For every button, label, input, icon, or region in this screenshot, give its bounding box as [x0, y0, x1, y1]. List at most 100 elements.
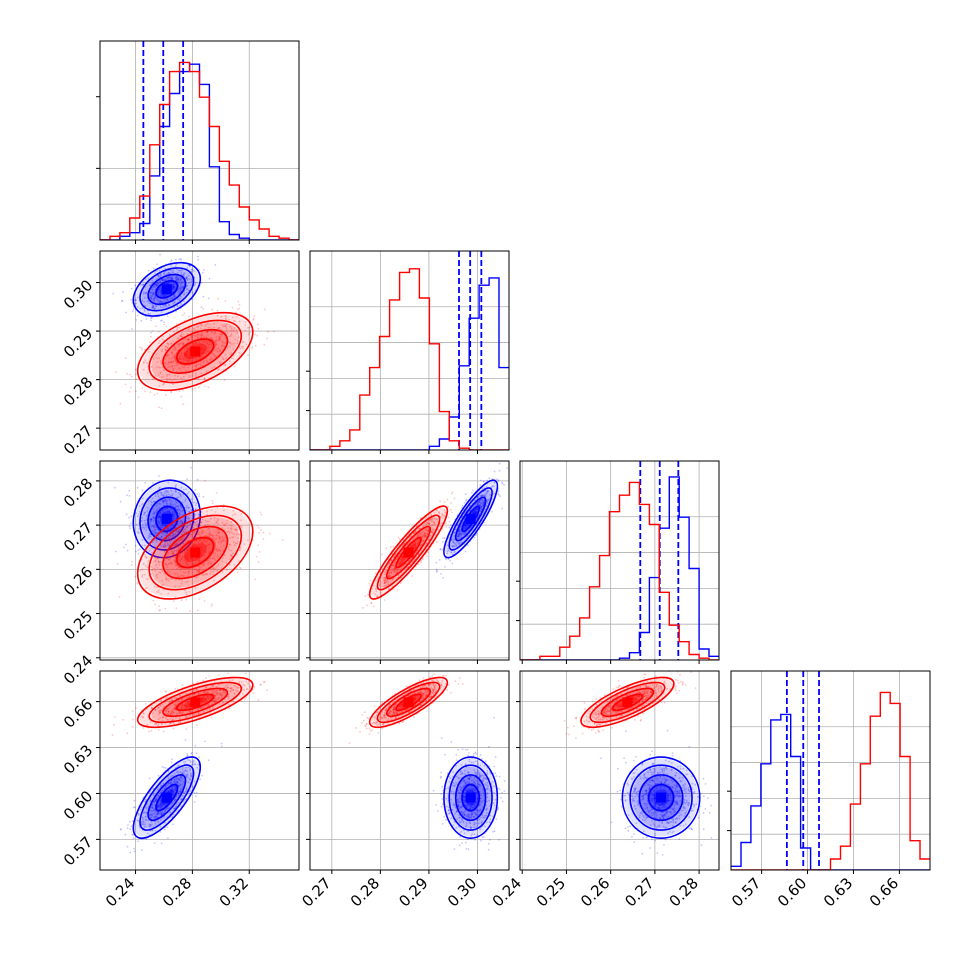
scatter-point [125, 513, 128, 516]
scatter-point [219, 536, 222, 539]
scatter-point [203, 554, 206, 557]
scatter-point [160, 376, 163, 379]
scatter-point [194, 587, 197, 590]
scatter-point [479, 495, 482, 497]
scatter-point [477, 501, 479, 504]
scatter-point [188, 339, 191, 341]
scatter-point [158, 530, 161, 532]
scatter-point [477, 501, 480, 504]
scatter-point [208, 543, 211, 546]
scatter-point [196, 557, 199, 560]
scatter-point [164, 488, 167, 491]
scatter-point [181, 538, 184, 540]
scatter-point [186, 359, 189, 362]
scatter-point [154, 272, 156, 274]
density-peak [465, 513, 476, 524]
scatter-point [172, 355, 175, 358]
scatter-point [161, 524, 164, 526]
scatter-point [228, 532, 231, 534]
scatter-point [435, 570, 438, 573]
scatter-point [184, 546, 187, 549]
scatter-point [185, 288, 188, 291]
scatter-point [152, 531, 155, 533]
scatter-point [162, 533, 165, 535]
scatter-point [193, 284, 196, 286]
scatter-point [150, 331, 152, 334]
scatter-point [164, 490, 167, 493]
scatter-point [139, 531, 142, 534]
scatter-point [168, 563, 171, 565]
scatter-point [156, 263, 159, 266]
scatter-point [166, 500, 169, 502]
scatter-point [204, 740, 206, 743]
scatter-point [178, 554, 181, 557]
contour-line [162, 525, 229, 580]
scatter-point [172, 553, 175, 555]
scatter-point [145, 514, 148, 517]
scatter-point [179, 284, 182, 286]
scatter-point [169, 561, 172, 564]
scatter-point [205, 331, 208, 334]
scatter-point [144, 511, 147, 514]
scatter-point [246, 327, 249, 329]
scatter-point [173, 514, 176, 516]
scatter-point [163, 321, 165, 324]
scatter-point [493, 485, 495, 487]
scatter-point [176, 275, 178, 278]
contour-line [139, 487, 195, 551]
scatter-point [480, 494, 483, 497]
scatter-point [141, 544, 144, 546]
scatter-point [190, 509, 193, 512]
scatter-point [151, 306, 154, 309]
scatter-point [163, 273, 165, 275]
scatter-point [457, 533, 460, 536]
scatter-point [499, 495, 501, 498]
scatter-point [132, 308, 135, 311]
scatter-point [145, 529, 148, 531]
scatter-point [188, 557, 190, 560]
scatter-point [140, 283, 142, 286]
scatter-point [385, 547, 388, 550]
scatter-point [187, 585, 190, 588]
scatter-point [196, 520, 198, 522]
scatter-point [152, 308, 155, 311]
scatter-point [135, 302, 138, 305]
scatter-point [158, 300, 160, 302]
scatter-point [221, 341, 224, 344]
scatter-point [204, 573, 207, 575]
scatter-point [487, 490, 489, 493]
scatter-point [196, 523, 199, 526]
scatter-point [157, 774, 160, 777]
scatter-point [128, 391, 131, 393]
scatter-point [206, 342, 209, 344]
scatter-point [131, 833, 134, 836]
scatter-point [155, 357, 158, 360]
scatter-point [193, 501, 195, 504]
scatter-point [171, 277, 174, 280]
scatter-point [162, 277, 165, 280]
scatter-point [488, 477, 491, 479]
scatter-point [199, 349, 202, 352]
scatter-point [172, 340, 175, 343]
scatter-point [202, 564, 205, 567]
scatter-point [188, 374, 191, 377]
scatter-point [165, 532, 168, 535]
scatter-point [202, 569, 204, 572]
grid [310, 251, 509, 450]
scatter-point [416, 535, 419, 538]
scatter-point [126, 549, 129, 552]
scatter-point [208, 350, 211, 353]
scatter-point [196, 493, 199, 495]
scatter-point [174, 513, 177, 516]
scatter-point [228, 318, 230, 321]
scatter-point [147, 313, 150, 315]
y-tick-label: 0.30 [60, 276, 96, 312]
scatter-point [194, 329, 197, 331]
scatter-point [195, 791, 198, 794]
scatter-point [154, 528, 157, 531]
scatter-point [126, 372, 128, 375]
scatter-point [191, 356, 194, 359]
scatter-point [135, 512, 137, 515]
scatter-point [142, 368, 145, 371]
scatter-point [226, 519, 229, 522]
